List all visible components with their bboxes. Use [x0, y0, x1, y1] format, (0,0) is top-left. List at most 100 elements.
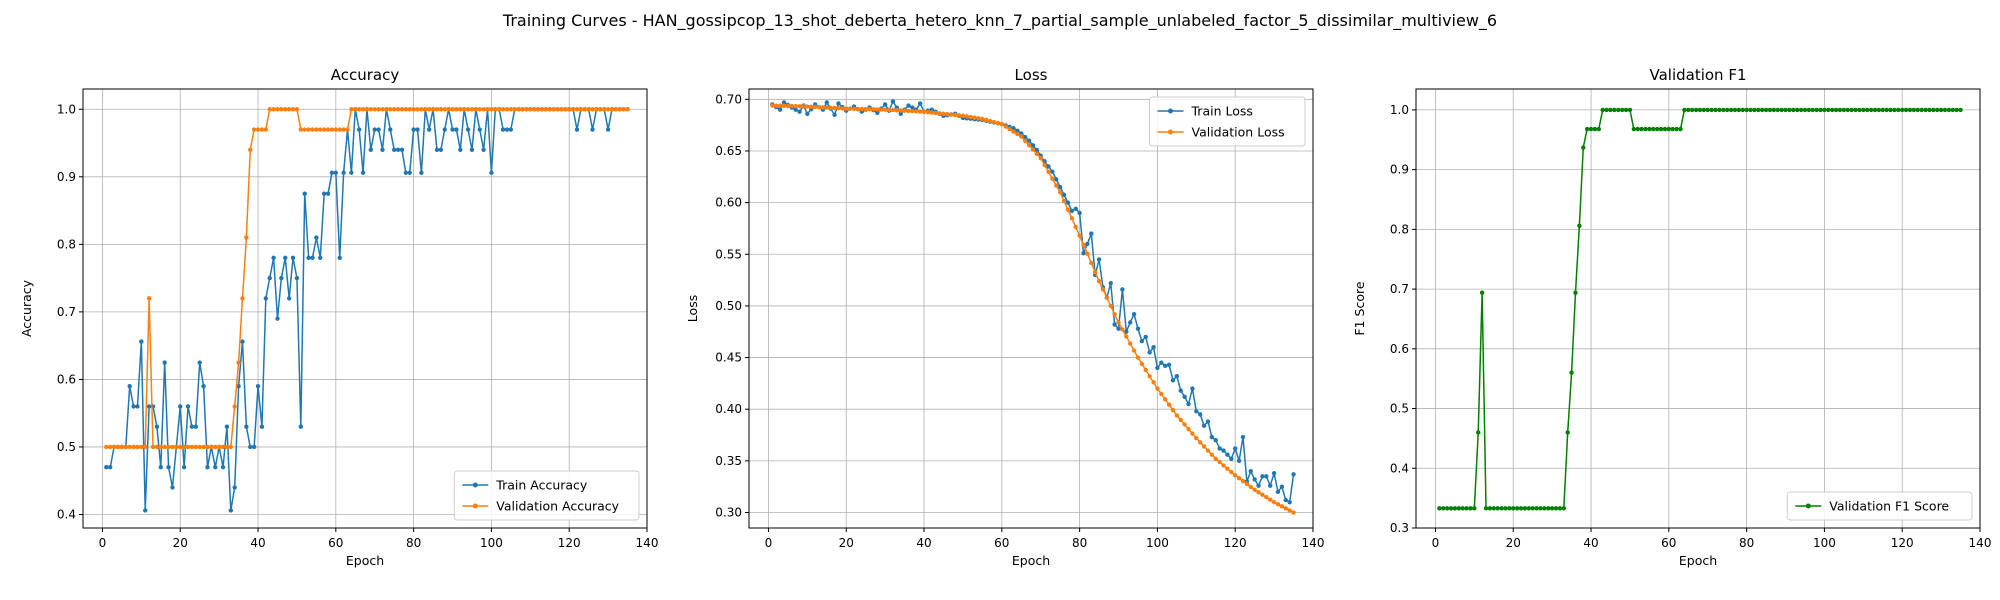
data-point [621, 107, 626, 112]
data-point [1654, 126, 1660, 132]
data-point [1709, 107, 1714, 113]
data-point [1892, 107, 1897, 113]
data-point [816, 104, 822, 110]
data-point [1806, 107, 1812, 113]
data-point [286, 107, 292, 112]
data-point [298, 127, 304, 132]
y-tick-label: 0.7 [1390, 282, 1409, 296]
data-point [1507, 506, 1512, 511]
data-point [1853, 107, 1858, 113]
data-point [1460, 506, 1465, 511]
data-point [333, 127, 339, 132]
data-point [1884, 107, 1889, 113]
data-point [1260, 492, 1265, 497]
data-point [1845, 107, 1850, 113]
data-point [1089, 260, 1094, 266]
data-point [1701, 107, 1707, 113]
data-point [481, 107, 486, 112]
y-tick-label: 0.55 [715, 247, 742, 261]
data-point [158, 465, 163, 470]
data-point [228, 444, 234, 450]
data-point [259, 424, 265, 429]
data-point [1092, 269, 1098, 275]
data-point [473, 107, 479, 112]
data-point [1065, 207, 1071, 212]
data-point [1030, 143, 1036, 148]
data-point [1042, 162, 1047, 168]
data-point [910, 105, 915, 110]
x-axis-label: Epoch [346, 553, 384, 568]
data-point [275, 107, 280, 112]
data-point [1120, 287, 1125, 292]
data-point [1639, 126, 1644, 132]
data-point [602, 107, 607, 112]
data-point [844, 106, 849, 111]
data-point [793, 107, 798, 112]
data-point [489, 107, 494, 112]
data-point [251, 444, 257, 450]
data-point [1479, 290, 1485, 295]
data-point [1217, 459, 1222, 465]
data-point [1674, 126, 1679, 132]
data-point [1826, 107, 1831, 113]
data-point [104, 465, 109, 470]
data-point [1814, 107, 1819, 113]
data-point [1268, 483, 1273, 488]
data-point [294, 275, 300, 281]
x-tick-label: 60 [994, 536, 1009, 550]
data-point [415, 107, 420, 112]
data-point [598, 107, 603, 112]
data-point [1763, 107, 1769, 113]
data-point [1822, 107, 1827, 113]
data-point [1159, 360, 1164, 365]
data-point [302, 127, 307, 132]
data-point [1744, 107, 1749, 113]
data-point [1283, 497, 1288, 503]
data-point [170, 485, 175, 490]
data-point [391, 107, 397, 112]
data-point [991, 119, 997, 125]
data-point [855, 106, 861, 112]
x-tick-label: 140 [636, 536, 659, 550]
data-point [1503, 506, 1508, 511]
data-point [1911, 107, 1917, 113]
data-point [395, 147, 401, 152]
plot-frame [1415, 88, 1981, 529]
data-point [886, 107, 892, 113]
data-point [263, 296, 269, 301]
data-point [1631, 126, 1637, 132]
data-point [1849, 107, 1854, 113]
validation-f1-panel: 0 20 40 60 80 100 120 140 0.3 0.4 0.5 0.6 0.7 0.8 0.9 1… [1352, 66, 1991, 568]
data-point [594, 107, 599, 112]
data-point [1787, 107, 1792, 113]
data-point [1271, 499, 1277, 505]
x-tick-label: 100 [1146, 536, 1169, 550]
data-point [1236, 458, 1242, 464]
data-point [1896, 107, 1901, 113]
data-point [108, 465, 113, 470]
data-point [1736, 107, 1742, 113]
data-point [139, 339, 144, 344]
data-point [1038, 156, 1043, 161]
data-point [185, 444, 191, 450]
data-point [1256, 483, 1261, 488]
data-point [283, 107, 288, 112]
data-point [793, 104, 798, 109]
data-point [1549, 506, 1555, 511]
data-point [1213, 438, 1218, 443]
data-point [1810, 107, 1815, 113]
data-point [1900, 107, 1905, 113]
data-point [267, 275, 272, 281]
accuracy-grid [83, 89, 648, 528]
data-point [1139, 361, 1145, 366]
x-tick-label: 100 [480, 536, 503, 550]
x-tick-label: 20 [839, 536, 854, 550]
data-point [329, 127, 335, 132]
data-point [197, 360, 202, 365]
data-point [485, 107, 490, 112]
data-point [1534, 506, 1539, 511]
data-point [1748, 107, 1753, 113]
x-tick-label: 80 [1072, 536, 1087, 550]
data-point [801, 104, 806, 109]
